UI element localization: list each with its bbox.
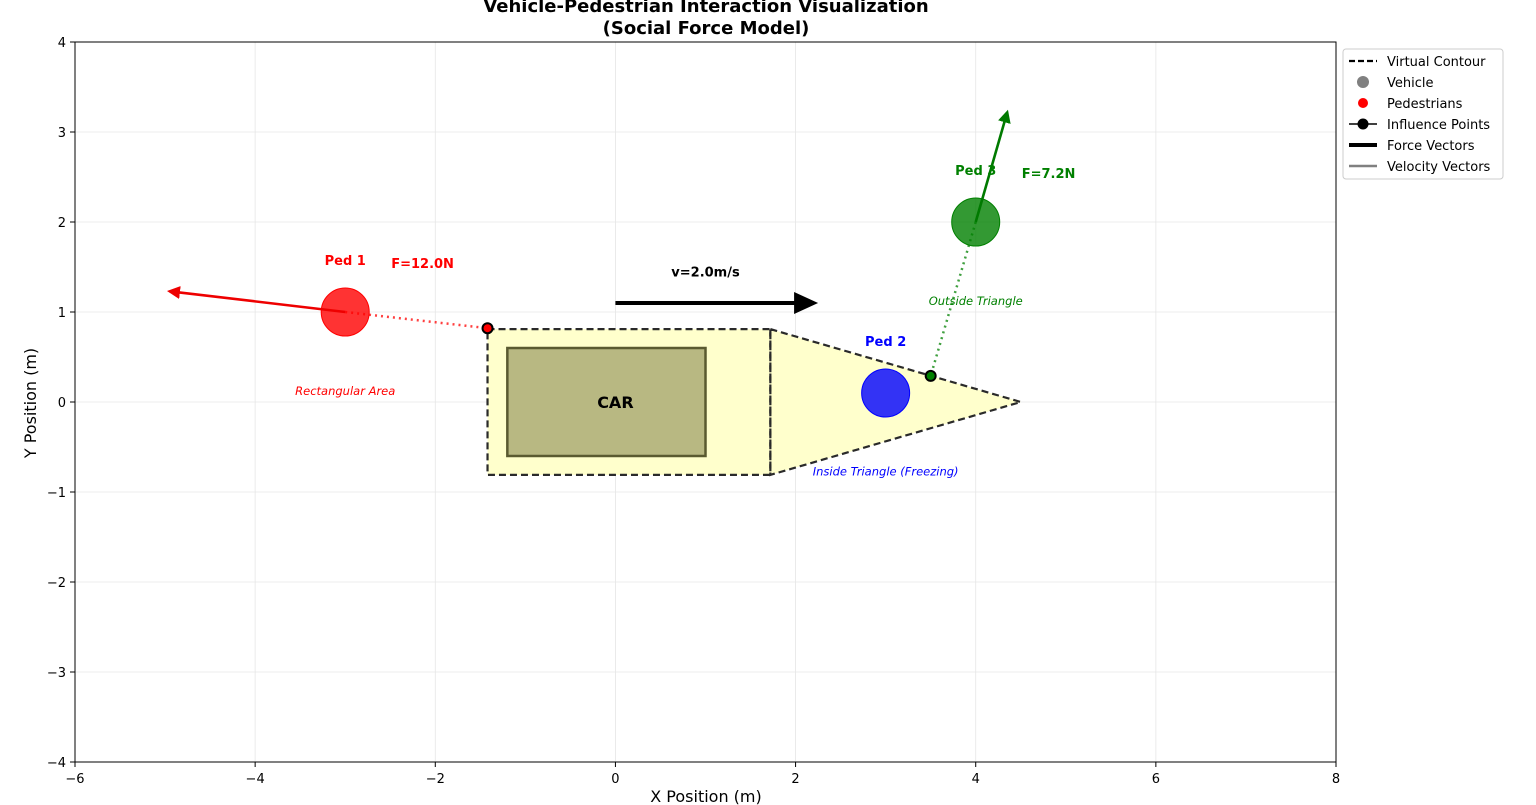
title-line: (Social Force Model) [603, 18, 810, 39]
force-vector-1 [166, 286, 346, 314]
virtual-contour-triangle [769, 327, 1025, 477]
y-axis-label: Y Position (m) [21, 348, 40, 459]
y-tick-label: 2 [58, 216, 66, 231]
x-tick-label: −4 [246, 772, 265, 787]
legend-box [1342, 48, 1504, 180]
force-label-1: F=12.0N [391, 257, 454, 272]
x-tick-label: 4 [972, 772, 980, 787]
x-tick-label: −6 [65, 772, 84, 787]
vehicle-label: CAR [597, 393, 633, 412]
region-label-3: Outside Triangle [929, 294, 1023, 308]
x-axis-label: X Position (m) [650, 787, 762, 805]
legend-swatch-dot [1357, 118, 1369, 130]
legend-label: Force Vectors [1387, 139, 1475, 154]
y-tick-label: 1 [58, 306, 66, 321]
vehicle-body [506, 346, 707, 458]
legend-swatch-dot [1358, 98, 1368, 108]
region-label-2: Inside Triangle (Freezing) [813, 464, 959, 478]
legend-label: Velocity Vectors [1387, 160, 1491, 175]
y-tick-label: −2 [47, 576, 66, 591]
y-tick-label: 4 [58, 36, 66, 51]
legend: Virtual Contour Vehicle Pedestrians Influen… [1342, 48, 1504, 180]
y-tick-label: −1 [47, 486, 66, 501]
x-tick-label: 0 [611, 772, 619, 787]
title-line: Vehicle-Pedestrian Interaction Visualiza… [483, 0, 928, 17]
legend-swatch-dot [1357, 76, 1369, 88]
x-tick-label: −2 [426, 772, 445, 787]
x-tick-label: 8 [1332, 772, 1340, 787]
influence-point-3 [924, 369, 937, 382]
legend-label: Influence Points [1387, 118, 1490, 133]
y-tick-label: 0 [58, 396, 66, 411]
legend-label: Pedestrians [1387, 97, 1463, 112]
x-tick-label: 6 [1152, 772, 1160, 787]
velocity-label: v=2.0m/s [671, 266, 740, 281]
pedestrian-2 [861, 368, 911, 418]
y-tick-label: −4 [47, 756, 66, 771]
x-tick-label: 2 [791, 772, 799, 787]
y-tick-label: −3 [47, 666, 66, 681]
legend-label: Vehicle [1387, 76, 1434, 91]
legend-label: Virtual Contour [1387, 55, 1486, 70]
region-label-1: Rectangular Area [295, 384, 395, 398]
force-vector-3 [974, 109, 1011, 223]
pedestrian-label-1: Ped 1 [325, 254, 366, 269]
pedestrian-label-2: Ped 2 [865, 335, 906, 350]
velocity-vector-head [794, 292, 819, 314]
pedestrian-label-3: Ped 3 [955, 164, 996, 179]
influence-point-1 [481, 322, 494, 335]
y-tick-label: 3 [58, 126, 66, 141]
force-label-3: F=7.2N [1022, 167, 1076, 182]
plot-shapes: CAR v=2.0m/s Ped 1 F=12.0N Rectangular Area P… [166, 109, 1076, 478]
influence-link-3 [929, 221, 977, 377]
chart-title: Vehicle-Pedestrian Interaction Visualiza… [483, 0, 928, 39]
